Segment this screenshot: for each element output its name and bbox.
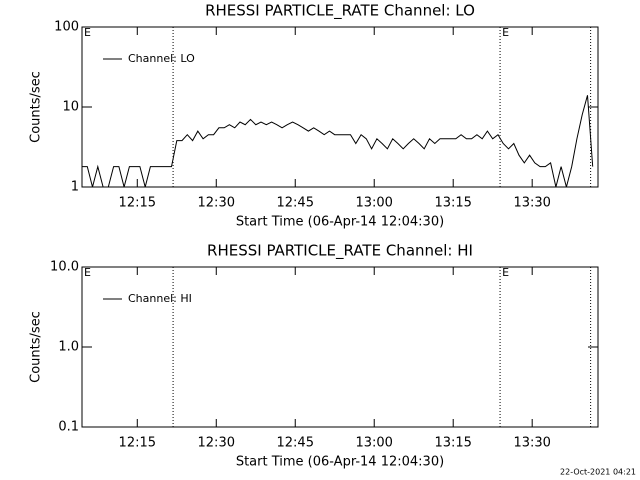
legend-label: Channel: HI <box>128 292 192 305</box>
x-tick-label: 12:45 <box>277 436 314 451</box>
x-axis-label: Start Time (06-Apr-14 12:04:30) <box>236 455 444 470</box>
x-tick-label: 12:15 <box>119 196 156 211</box>
y-tick-label: 10 <box>62 100 79 115</box>
y-axis-label: Counts/sec <box>29 311 44 383</box>
annotation: E <box>502 26 509 39</box>
x-axis-label: Start Time (06-Apr-14 12:04:30) <box>236 215 444 230</box>
y-tick-label: 1 <box>71 180 79 195</box>
annotation: E <box>84 26 91 39</box>
x-tick-label: 13:15 <box>434 196 471 211</box>
x-tick-label: 13:30 <box>513 196 550 211</box>
y-tick-label: 100 <box>54 20 79 35</box>
x-tick-label: 12:45 <box>277 196 314 211</box>
data-line <box>82 95 594 187</box>
footer: 22-Oct-2021 04:21 <box>560 468 636 477</box>
x-tick-label: 13:30 <box>513 436 550 451</box>
x-tick-label: 13:00 <box>355 196 392 211</box>
y-tick-label: 10.0 <box>50 260 79 275</box>
x-tick-label: 13:00 <box>355 436 392 451</box>
legend-label: Channel: LO <box>128 52 195 65</box>
chart-title: RHESSI PARTICLE_RATE Channel: HI <box>207 242 473 261</box>
annotation: E <box>502 266 509 279</box>
x-tick-label: 12:15 <box>119 436 156 451</box>
x-tick-label: 13:15 <box>434 436 471 451</box>
annotation: E <box>84 266 91 279</box>
y-axis-label: Counts/sec <box>29 71 44 143</box>
chart-title: RHESSI PARTICLE_RATE Channel: LO <box>205 2 475 21</box>
x-tick-label: 12:30 <box>198 196 235 211</box>
y-tick-label: 1.0 <box>58 340 79 355</box>
y-tick-label: 0.1 <box>58 420 79 435</box>
x-tick-label: 12:30 <box>198 436 235 451</box>
